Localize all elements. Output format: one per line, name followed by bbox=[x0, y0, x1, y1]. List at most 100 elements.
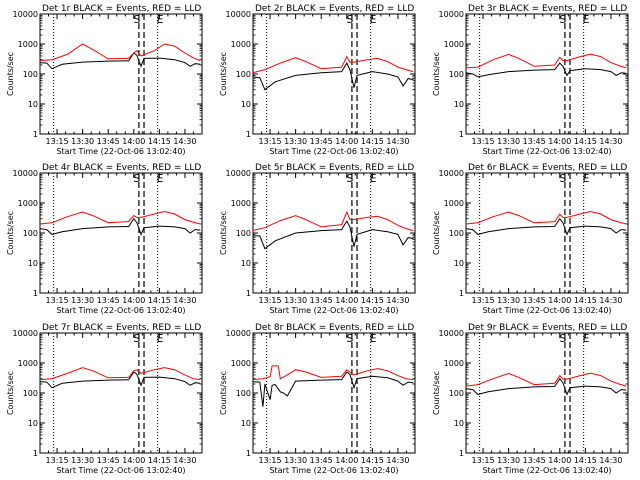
y-axis-label: Counts/sec bbox=[432, 371, 441, 415]
x-tick-label: 13:15 bbox=[259, 456, 282, 465]
x-tick-label: 14:00 bbox=[122, 137, 145, 146]
y-tick-label: 1000 bbox=[444, 199, 464, 208]
y-tick-label: 10 bbox=[241, 100, 251, 109]
x-tick-label: 14:15 bbox=[148, 296, 171, 305]
y-tick-label: 10000 bbox=[439, 10, 464, 19]
plot-frame bbox=[252, 13, 416, 135]
x-tick-label: 14:15 bbox=[574, 137, 597, 146]
y-tick-label: 100 bbox=[236, 229, 251, 238]
start-marker-label: S bbox=[346, 13, 353, 26]
y-tick-label: 10000 bbox=[226, 329, 251, 338]
events-series-line bbox=[252, 371, 414, 407]
lld-series-line bbox=[465, 372, 627, 387]
x-tick-label: 13:45 bbox=[97, 456, 120, 465]
end-marker-label: E bbox=[157, 172, 164, 185]
x-tick-label: 13:30 bbox=[284, 296, 307, 305]
x-tick-label: 14:30 bbox=[173, 456, 196, 465]
end-marker-label: E bbox=[157, 332, 164, 345]
panel-4: Det 4r BLACK = Events, RED = LLD 1 10 100 10… bbox=[6, 163, 203, 315]
x-tick-label: 13:30 bbox=[71, 137, 94, 146]
x-tick-label: 13:30 bbox=[284, 137, 307, 146]
x-axis-label: Start Time (22-Oct-06 13:02:40) bbox=[56, 466, 185, 475]
y-tick-label: 10000 bbox=[226, 10, 251, 19]
y-axis-label: Counts/sec bbox=[219, 52, 228, 96]
lld-series-line bbox=[252, 55, 414, 74]
x-tick-label: 14:00 bbox=[548, 137, 571, 146]
start-marker-label: S bbox=[559, 172, 566, 185]
x-axis-label: Start Time (22-Oct-06 13:02:40) bbox=[56, 306, 185, 315]
x-tick-label: 13:45 bbox=[310, 137, 333, 146]
x-tick-label: 13:30 bbox=[497, 456, 520, 465]
end-marker-label: E bbox=[583, 13, 590, 26]
x-axis-label: Start Time (22-Oct-06 13:02:40) bbox=[482, 466, 611, 475]
y-tick-label: 10 bbox=[28, 259, 38, 268]
panel-1: Det 1r BLACK = Events, RED = LLD 1 10 100 10… bbox=[6, 4, 203, 156]
start-marker-label: S bbox=[133, 332, 140, 345]
y-tick-label: 10 bbox=[454, 419, 464, 428]
x-tick-label: 14:15 bbox=[361, 137, 384, 146]
y-tick-label: 1000 bbox=[18, 40, 38, 49]
y-tick-label: 10 bbox=[454, 100, 464, 109]
x-tick-label: 13:15 bbox=[46, 137, 69, 146]
end-marker-label: E bbox=[370, 13, 377, 26]
lld-series-line bbox=[465, 210, 627, 225]
x-axis-label: Start Time (22-Oct-06 13:02:40) bbox=[56, 147, 185, 156]
y-tick-label: 1 bbox=[246, 130, 251, 139]
end-marker-label: E bbox=[583, 172, 590, 185]
start-marker-label: S bbox=[133, 13, 140, 26]
y-tick-label: 100 bbox=[23, 229, 38, 238]
x-tick-label: 13:30 bbox=[497, 137, 520, 146]
x-tick-label: 13:45 bbox=[523, 296, 546, 305]
x-tick-label: 14:30 bbox=[386, 296, 409, 305]
x-tick-label: 14:30 bbox=[386, 456, 409, 465]
x-tick-label: 14:30 bbox=[599, 456, 622, 465]
x-tick-label: 13:15 bbox=[472, 296, 495, 305]
x-axis-label: Start Time (22-Oct-06 13:02:40) bbox=[269, 147, 398, 156]
x-tick-label: 14:30 bbox=[173, 296, 196, 305]
panel-5: Det 5r BLACK = Events, RED = LLD 1 10 100 10… bbox=[219, 163, 416, 315]
y-tick-label: 10 bbox=[241, 259, 251, 268]
start-marker-label: S bbox=[346, 332, 353, 345]
x-tick-label: 14:15 bbox=[148, 137, 171, 146]
end-marker-label: E bbox=[370, 332, 377, 345]
x-tick-label: 13:45 bbox=[310, 296, 333, 305]
x-tick-label: 13:30 bbox=[284, 456, 307, 465]
x-tick-label: 14:15 bbox=[361, 456, 384, 465]
y-tick-label: 100 bbox=[236, 389, 251, 398]
y-tick-label: 1 bbox=[459, 449, 464, 458]
y-tick-label: 1000 bbox=[231, 40, 251, 49]
plot-frame bbox=[465, 332, 629, 454]
y-tick-label: 1 bbox=[246, 449, 251, 458]
panel-2: Det 2r BLACK = Events, RED = LLD 1 10 100 10… bbox=[219, 4, 416, 156]
y-tick-label: 10 bbox=[28, 100, 38, 109]
panel-8: Det 8r BLACK = Events, RED = LLD 1 10 100 10… bbox=[219, 323, 416, 475]
y-tick-label: 10 bbox=[454, 259, 464, 268]
panel-title: Det 4r BLACK = Events, RED = LLD bbox=[42, 163, 201, 173]
x-tick-label: 13:15 bbox=[46, 296, 69, 305]
y-tick-label: 10 bbox=[241, 419, 251, 428]
y-tick-label: 1 bbox=[459, 130, 464, 139]
y-axis-label: Counts/sec bbox=[219, 211, 228, 255]
lld-series-line bbox=[252, 210, 414, 232]
y-tick-label: 10000 bbox=[13, 10, 38, 19]
x-tick-label: 14:30 bbox=[173, 137, 196, 146]
y-tick-label: 1000 bbox=[231, 199, 251, 208]
events-series-line bbox=[39, 371, 201, 389]
x-tick-label: 13:15 bbox=[259, 137, 282, 146]
y-tick-label: 100 bbox=[449, 389, 464, 398]
y-tick-label: 10000 bbox=[439, 169, 464, 178]
y-tick-label: 1 bbox=[246, 289, 251, 298]
x-tick-label: 13:45 bbox=[97, 296, 120, 305]
end-marker-label: E bbox=[370, 172, 377, 185]
x-axis-label: Start Time (22-Oct-06 13:02:40) bbox=[482, 147, 611, 156]
x-tick-label: 13:15 bbox=[472, 456, 495, 465]
x-tick-label: 13:15 bbox=[46, 456, 69, 465]
x-tick-label: 13:45 bbox=[523, 456, 546, 465]
y-axis-label: Counts/sec bbox=[432, 52, 441, 96]
y-tick-label: 1000 bbox=[444, 359, 464, 368]
y-tick-label: 1 bbox=[33, 449, 38, 458]
y-tick-label: 1 bbox=[459, 289, 464, 298]
start-marker-label: S bbox=[559, 13, 566, 26]
x-tick-label: 14:00 bbox=[335, 456, 358, 465]
x-tick-label: 14:00 bbox=[122, 296, 145, 305]
